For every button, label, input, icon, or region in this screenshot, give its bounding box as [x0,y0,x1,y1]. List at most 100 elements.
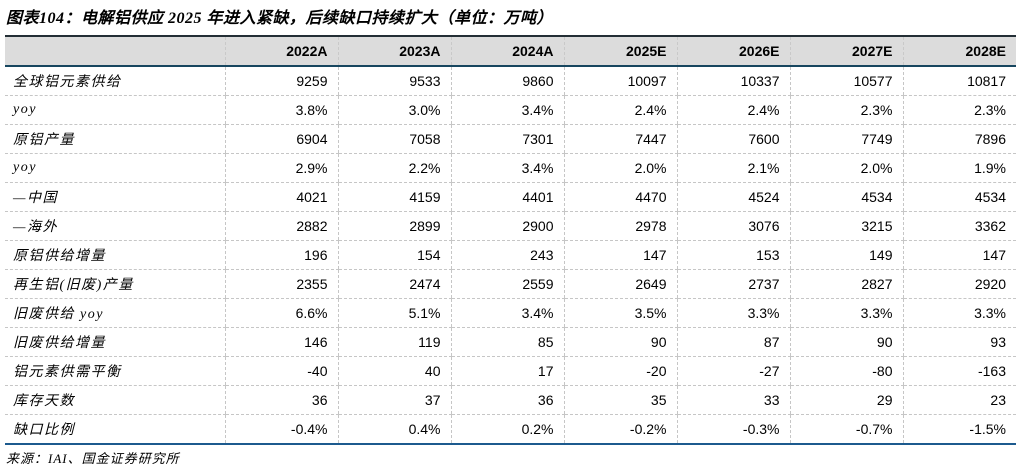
row-label: 原铝产量 [5,124,225,154]
value-cell: 154 [337,240,451,270]
row-label: 缺口比例 [13,423,75,438]
row-label: 旧废供给增量 [5,327,225,357]
value-cell: 6.6% [224,298,338,328]
table-body: 全球铝元素供给 9259 9533 9860 10097 10337 10577 10817 y… [5,66,1016,444]
value-cell: -80 [789,356,903,386]
column-header-2027e: 2027E [789,36,903,67]
value-cell: 7600 [676,124,790,154]
table-row: 缺口比例 -0.4% 0.4% 0.2% -0.2% -0.3% -0.7% -1.5% [5,414,1016,444]
value-cell: 196 [224,240,338,270]
value-cell: 4159 [337,182,451,212]
row-label: 全球铝元素供给 [5,66,225,96]
value-cell: 9259 [224,66,338,96]
table-row: 铝元素供需平衡 -40 40 17 -20 -27 -80 -163 [5,356,1016,386]
value-cell: 29 [789,385,903,415]
value-cell: 36 [450,385,564,415]
value-cell: 2827 [789,269,903,299]
column-header-2024a: 2024A [450,36,564,67]
value-cell: 3215 [789,211,903,241]
table-row: 原铝供给增量 196 154 243 147 153 149 147 [5,240,1016,270]
value-cell: 3362 [902,211,1016,241]
row-label: 旧废供给 yoy [5,298,225,328]
table-row: 库存天数 36 37 36 35 33 29 23 [5,385,1016,415]
figure-title: 图表104：电解铝供应 2025 年进入紧缺，后续缺口持续扩大（单位：万吨） [6,10,554,27]
value-cell: 85 [450,327,564,357]
row-label: yoy [5,153,225,183]
table-header: 2022A 2023A 2024A 2025E 2026E 2027E 2028… [5,36,1016,67]
value-cell: 2.4% [563,95,677,125]
value-cell: 0.4% [337,414,451,444]
value-cell: -0.2% [563,414,677,444]
row-label: 库存天数 [5,385,225,415]
value-cell: 6904 [224,124,338,154]
value-cell: 3076 [676,211,790,241]
value-cell: 7896 [902,124,1016,154]
value-cell: 3.4% [450,298,564,328]
value-cell: 119 [337,327,451,357]
value-cell: 147 [563,240,677,270]
column-header-2023a: 2023A [337,36,451,67]
value-cell: 10577 [789,66,903,96]
column-header-2025e: 2025E [563,36,677,67]
value-cell: 3.8% [224,95,338,125]
value-cell: 10097 [563,66,677,96]
value-cell: 2.3% [789,95,903,125]
value-cell: 3.4% [450,95,564,125]
value-cell: -0.7% [789,414,903,444]
value-cell: 2355 [224,269,338,299]
value-cell: -40 [224,356,338,386]
table-row: 全球铝元素供给 9259 9533 9860 10097 10337 10577 10817 [5,66,1016,96]
value-cell: 23 [902,385,1016,415]
table-row: 旧废供给 yoy 6.6% 5.1% 3.4% 3.5% 3.3% 3.3% 3.3% [5,298,1016,328]
value-cell: 146 [224,327,338,357]
row-label: 原铝供给增量 [5,240,225,270]
value-cell: 2.3% [902,95,1016,125]
value-cell: 37 [337,385,451,415]
value-cell: 3.0% [337,95,451,125]
value-cell: 9533 [337,66,451,96]
column-header-2026e: 2026E [676,36,790,67]
value-cell: 3.3% [676,298,790,328]
table-row: yoy 2.9% 2.2% 3.4% 2.0% 2.1% 2.0% 1.9% [5,153,1016,183]
value-cell: 33 [676,385,790,415]
value-cell: 4470 [563,182,677,212]
value-cell: 2737 [676,269,790,299]
row-label: —中国 [5,182,225,212]
value-cell: 153 [676,240,790,270]
value-cell: 2.0% [563,153,677,183]
value-cell: 4524 [676,182,790,212]
value-cell: 7447 [563,124,677,154]
value-cell: 2474 [337,269,451,299]
value-cell: 93 [902,327,1016,357]
value-cell: 4534 [789,182,903,212]
value-cell: 36 [224,385,338,415]
row-label: 再生铝(旧废)产量 [5,269,225,299]
value-cell: 87 [676,327,790,357]
table-row: —中国 4021 4159 4401 4470 4524 4534 4534 [5,182,1016,212]
value-cell: 2920 [902,269,1016,299]
column-header-2022a: 2022A [224,36,338,67]
value-cell: 2.1% [676,153,790,183]
value-cell: 7301 [450,124,564,154]
value-cell: 3.5% [563,298,677,328]
source-note: 来源：IAI、国金证券研究所 [6,451,180,466]
value-cell: 2899 [337,211,451,241]
table-row: —海外 2882 2899 2900 2978 3076 3215 3362 [5,211,1016,241]
table-row: 原铝产量 6904 7058 7301 7447 7600 7749 7896 [5,124,1016,154]
value-cell: 2.4% [676,95,790,125]
value-cell: 4534 [902,182,1016,212]
value-cell: 35 [563,385,677,415]
value-cell: 2882 [224,211,338,241]
value-cell: 10817 [902,66,1016,96]
value-cell: 2978 [563,211,677,241]
value-cell: 2559 [450,269,564,299]
column-header-2028e: 2028E [902,36,1016,67]
value-cell: -0.3% [676,414,790,444]
value-cell: 90 [563,327,677,357]
value-cell: 149 [789,240,903,270]
value-cell: 147 [902,240,1016,270]
table-row: 旧废供给增量 146 119 85 90 87 90 93 [5,327,1016,357]
aluminum-supply-table: 2022A 2023A 2024A 2025E 2026E 2027E 2028… [5,35,1016,445]
value-cell: 2900 [450,211,564,241]
